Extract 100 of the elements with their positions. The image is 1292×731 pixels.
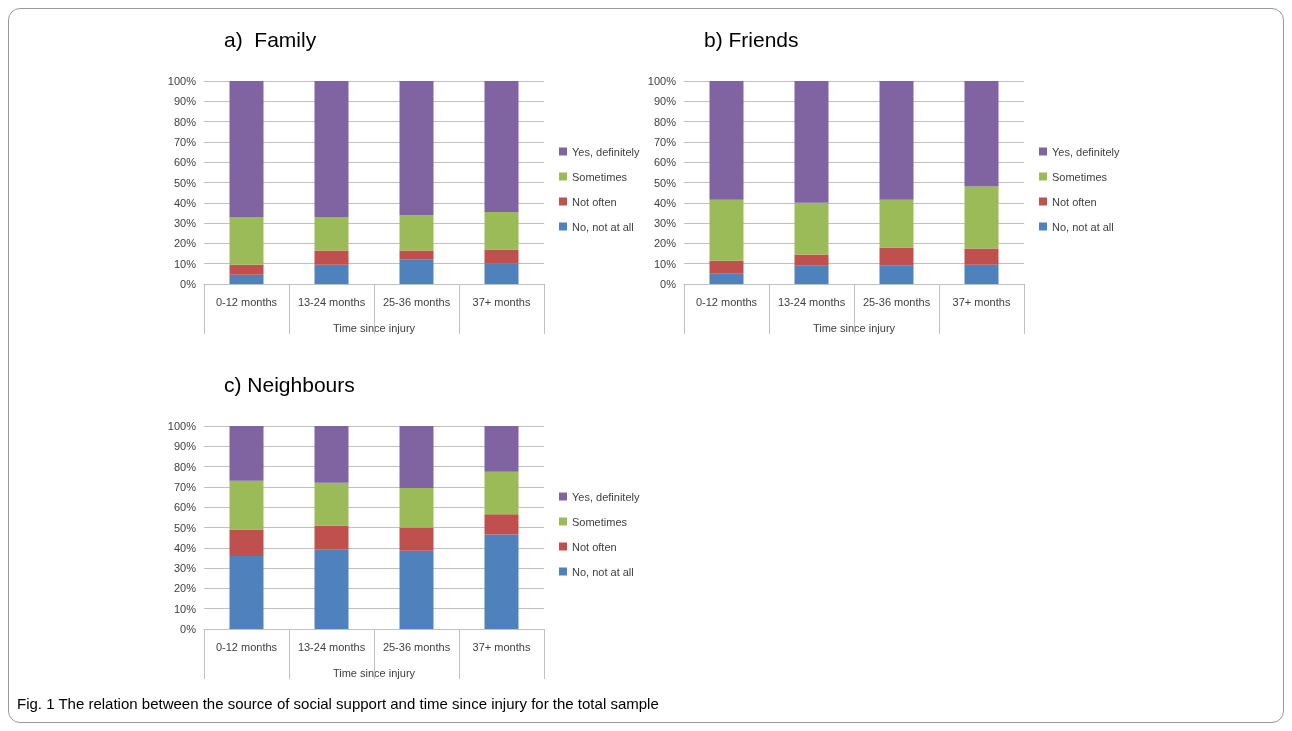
x-tick-label: 37+ months — [472, 295, 531, 308]
y-tick-label: 90% — [173, 95, 197, 108]
bar — [229, 480, 264, 530]
x-tick-label: 25-36 months — [382, 295, 451, 308]
legend-label: Sometimes — [1052, 170, 1108, 183]
y-tick-label: 30% — [173, 217, 197, 230]
y-tick-label: 80% — [173, 115, 197, 128]
legend-label: Yes, definitely — [572, 490, 640, 503]
bar — [794, 81, 829, 203]
bar — [484, 426, 519, 472]
legend-label: Not often — [572, 540, 617, 553]
x-tick-label: 25-36 months — [862, 295, 931, 308]
bar — [879, 247, 914, 266]
y-tick-label: 80% — [173, 460, 197, 473]
bar — [399, 214, 434, 251]
y-tick-label: 40% — [173, 196, 197, 209]
legend-label: Not often — [1052, 195, 1097, 208]
legend-label: No, not at all — [572, 565, 634, 578]
bar — [314, 426, 349, 483]
bar — [314, 81, 349, 218]
bar — [964, 248, 999, 265]
y-tick-label: 10% — [173, 257, 197, 270]
y-tick-label: 90% — [653, 95, 677, 108]
x-tick-label: 0-12 months — [695, 295, 758, 308]
bar — [314, 250, 349, 265]
bar — [484, 514, 519, 535]
y-tick-label: 100% — [167, 420, 197, 432]
y-tick-label: 90% — [173, 440, 197, 453]
bar — [314, 482, 349, 526]
y-tick-label: 20% — [653, 237, 677, 250]
bar — [879, 265, 914, 284]
bar — [399, 550, 434, 629]
legend-label: No, not at all — [1052, 220, 1114, 233]
bar — [484, 211, 519, 250]
bar — [399, 81, 434, 215]
legend-label: Yes, definitely — [572, 145, 640, 158]
bar — [794, 254, 829, 266]
bar — [229, 81, 264, 218]
y-tick-label: 60% — [173, 156, 197, 169]
bar — [314, 264, 349, 284]
bar — [484, 249, 519, 264]
y-tick-label: 100% — [647, 75, 677, 87]
y-tick-label: 10% — [173, 602, 197, 615]
y-tick-label: 70% — [173, 135, 197, 148]
legend-label: Sometimes — [572, 170, 628, 183]
y-tick-label: 40% — [173, 541, 197, 554]
bar — [399, 250, 434, 260]
x-axis-title: Time since injury — [812, 321, 896, 334]
x-axis-title: Time since injury — [332, 321, 416, 334]
chart-title: a) Family — [224, 28, 317, 51]
bar — [964, 81, 999, 187]
x-tick-label: 13-24 months — [297, 640, 366, 653]
y-tick-label: 20% — [173, 582, 197, 595]
y-tick-label: 50% — [173, 521, 197, 534]
y-tick-label: 70% — [653, 135, 677, 148]
x-tick-label: 13-24 months — [777, 295, 846, 308]
chart-title: c) Neighbours — [224, 373, 355, 396]
bar — [399, 259, 434, 284]
y-tick-label: 50% — [173, 176, 197, 189]
bar — [964, 186, 999, 249]
bar — [794, 202, 829, 255]
bar — [229, 555, 264, 629]
bar — [794, 265, 829, 284]
bar — [964, 264, 999, 284]
x-tick-label: 0-12 months — [215, 295, 278, 308]
bar — [314, 525, 349, 550]
y-tick-label: 50% — [653, 176, 677, 189]
bar — [484, 471, 519, 515]
legend-label: No, not at all — [572, 220, 634, 233]
x-axis-title: Time since injury — [332, 666, 416, 679]
y-tick-label: 0% — [180, 278, 197, 290]
bar — [879, 81, 914, 200]
bar — [709, 273, 744, 284]
y-tick-label: 30% — [173, 562, 197, 575]
x-tick-label: 13-24 months — [297, 295, 366, 308]
bar — [229, 529, 264, 556]
y-tick-label: 0% — [180, 623, 197, 635]
x-tick-label: 0-12 months — [215, 640, 278, 653]
bar — [484, 81, 519, 212]
bar — [484, 534, 519, 629]
chart-title: b) Friends — [704, 28, 799, 51]
y-tick-label: 100% — [167, 75, 197, 87]
bar — [229, 217, 264, 265]
y-tick-label: 60% — [653, 156, 677, 169]
bar — [314, 217, 349, 251]
y-tick-label: 60% — [173, 501, 197, 514]
x-tick-label: 25-36 months — [382, 640, 451, 653]
y-tick-label: 0% — [660, 278, 677, 290]
x-tick-label: 37+ months — [472, 640, 531, 653]
caption: Fig. 1 The relation between the source of social support and time since injury for the total sample — [17, 695, 659, 712]
x-tick-label: 37+ months — [952, 295, 1011, 308]
bar — [399, 487, 434, 528]
bar — [399, 527, 434, 551]
y-tick-label: 70% — [173, 480, 197, 493]
legend-label: Yes, definitely — [1052, 145, 1120, 158]
bar — [709, 260, 744, 274]
bar — [229, 426, 264, 481]
legend-label: Not often — [572, 195, 617, 208]
legend-label: Sometimes — [572, 515, 628, 528]
bar — [399, 426, 434, 488]
